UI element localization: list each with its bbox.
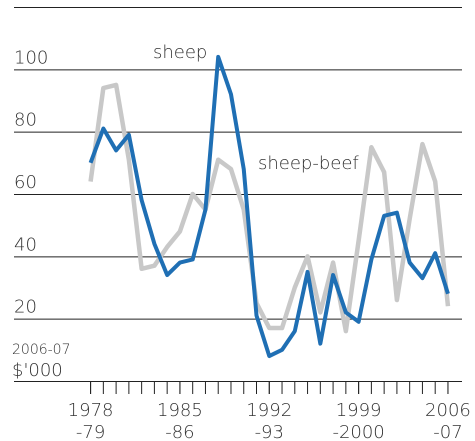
x-tick-label: 2006: [425, 400, 471, 421]
x-tick-label: 1999: [336, 400, 382, 421]
x-tick-label: 1992: [246, 400, 292, 421]
y-label-period: 2006-07: [12, 342, 71, 358]
x-tick-sublabel: -86: [165, 422, 194, 441]
x-tick-label: 1985: [157, 400, 203, 421]
y-tick-label: 40: [14, 234, 37, 255]
x-tick-sublabel: -2000: [332, 422, 384, 441]
y-label-unit: $'000: [12, 360, 63, 381]
series-line: [88, 54, 450, 359]
x-tick-sublabel: -79: [76, 422, 105, 441]
x-tick-label: 1978: [68, 400, 114, 421]
y-tick-label: 60: [14, 172, 37, 193]
y-tick-label: 20: [14, 297, 37, 318]
x-tick-sublabel: -07: [433, 422, 462, 441]
y-tick-label: 80: [14, 110, 37, 131]
annotation-sheep: sheep: [153, 42, 207, 63]
annotation-sheep-beef: sheep-beef: [258, 153, 359, 174]
y-tick-label: 100: [14, 47, 48, 68]
x-tick-sublabel: -93: [255, 422, 284, 441]
